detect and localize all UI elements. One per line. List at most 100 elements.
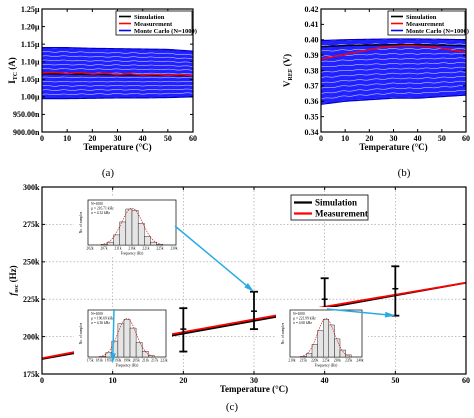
monte-carlo-run bbox=[321, 62, 466, 68]
series-line-measurement bbox=[41, 71, 194, 77]
monte-carlo-run bbox=[321, 57, 466, 62]
monte-carlo-run bbox=[42, 76, 193, 79]
inset-stat: σ = 4.36 kHz bbox=[91, 321, 110, 325]
monte-carlo-run bbox=[321, 82, 466, 91]
x-tick-label: 20 bbox=[365, 134, 373, 143]
y-tick-label: 1.05µ bbox=[21, 75, 40, 84]
monte-carlo-run bbox=[321, 85, 466, 94]
series-line-measurement bbox=[320, 44, 467, 60]
y-axis-label: VREF (V) bbox=[282, 54, 294, 87]
histogram-bar bbox=[113, 234, 120, 246]
inset-x-tick: 217k bbox=[151, 359, 158, 363]
monte-carlo-band bbox=[321, 38, 466, 105]
monte-carlo-run bbox=[42, 87, 193, 90]
monte-carlo-run bbox=[321, 79, 466, 87]
monte-carlo-run bbox=[42, 62, 193, 66]
monte-carlo-run bbox=[42, 61, 193, 65]
pointer-arrow bbox=[112, 308, 115, 359]
inset-x-tick: 210k bbox=[288, 359, 295, 363]
panel-label-b: (b) bbox=[398, 167, 411, 179]
histogram-bar bbox=[144, 236, 151, 246]
y-tick-label: 1.25µ bbox=[21, 5, 40, 14]
y-tick-label: 1.15µ bbox=[21, 40, 40, 49]
inset-x-tick: 225k bbox=[156, 247, 163, 251]
monte-carlo-run bbox=[321, 49, 466, 54]
inset-stat: N=1000 bbox=[91, 202, 103, 206]
histogram-bar bbox=[311, 344, 318, 358]
panel-b-chart: 0 10 20 30 40 50 60 0.34 0.35 0.36 0.37 0.38 0.39 0.4… bbox=[282, 5, 470, 152]
histogram-bar bbox=[345, 354, 352, 358]
x-tick-label: 10 bbox=[63, 134, 71, 143]
inset-x-label: Frequency (Hz) bbox=[315, 364, 338, 368]
histogram-bar bbox=[328, 324, 335, 358]
monte-carlo-run bbox=[42, 66, 193, 70]
monte-carlo-run bbox=[42, 64, 193, 67]
monte-carlo-run bbox=[42, 92, 193, 96]
inset-x-tick: 225k bbox=[322, 359, 329, 363]
monte-carlo-run bbox=[42, 91, 193, 94]
y-tick-label: 1.20µ bbox=[21, 22, 40, 31]
monte-carlo-lower-edge bbox=[321, 94, 466, 105]
inset-x-tick: 193k bbox=[114, 359, 121, 363]
monte-carlo-run bbox=[42, 68, 193, 71]
y-axis-label: ITC (A) bbox=[7, 57, 19, 84]
panel-label-c: (c) bbox=[226, 401, 239, 413]
pointer-arrow bbox=[326, 308, 391, 316]
histogram-bar bbox=[125, 208, 133, 246]
legend-entry: Simulation bbox=[134, 14, 165, 21]
legend-entry: Monte Carlo (N=1000) bbox=[134, 28, 197, 35]
pointer-arrow-head bbox=[244, 282, 254, 292]
y-tick-label: 950.00n bbox=[13, 110, 40, 119]
monte-carlo-run bbox=[42, 79, 193, 82]
x-axis-label: Temperature (°C) bbox=[220, 384, 288, 394]
x-tick-label: 20 bbox=[88, 134, 96, 143]
inset-x-label: Frequency (Hz) bbox=[121, 252, 144, 256]
monte-carlo-run bbox=[42, 86, 193, 88]
inset-stat: µ = 196.69 kHz bbox=[91, 317, 114, 321]
x-tick-label: 50 bbox=[391, 376, 399, 385]
panel-c-chart: 0 10 20 30 40 50 60 175k 200k 225k 250k 275k 300k Tem… bbox=[8, 183, 470, 394]
x-tick-label: 50 bbox=[438, 134, 446, 143]
monte-carlo-run bbox=[321, 74, 466, 82]
y-tick-label: 250k bbox=[23, 258, 40, 267]
y-tick-label: 175k bbox=[23, 370, 40, 379]
monte-carlo-run bbox=[321, 46, 466, 50]
legend-entry: Measurement bbox=[406, 21, 445, 28]
x-tick-label: 50 bbox=[164, 134, 172, 143]
x-tick-label: 0 bbox=[319, 134, 323, 143]
monte-carlo-run bbox=[321, 71, 466, 78]
monte-carlo-run bbox=[321, 68, 466, 75]
pointer-arrow bbox=[174, 225, 251, 290]
inset-x-tick: 230k bbox=[334, 359, 341, 363]
monte-carlo-run bbox=[42, 89, 193, 93]
y-tick-label: 0.41 bbox=[305, 20, 319, 29]
inset-x-tick: 211k bbox=[114, 247, 121, 251]
y-tick-label: 900.00n bbox=[13, 128, 40, 137]
x-tick-label: 40 bbox=[321, 376, 329, 385]
inset-stat: N=1000 bbox=[293, 312, 305, 316]
monte-carlo-run bbox=[42, 69, 193, 72]
monte-carlo-run bbox=[321, 60, 466, 66]
legend-entry: Simulation bbox=[315, 198, 357, 208]
inset-x-tick: 211k bbox=[142, 359, 149, 363]
monte-carlo-run bbox=[42, 55, 193, 60]
inset-x-tick: 199k bbox=[123, 359, 130, 363]
monte-carlo-run bbox=[42, 53, 193, 59]
x-tick-label: 60 bbox=[189, 134, 197, 143]
monte-carlo-run bbox=[42, 78, 193, 80]
monte-carlo-run bbox=[42, 56, 193, 61]
monte-carlo-run bbox=[42, 51, 193, 56]
legend-entry: Measurement bbox=[134, 21, 173, 28]
histogram-bar bbox=[148, 355, 155, 358]
histogram-bar bbox=[129, 327, 137, 358]
monte-carlo-run bbox=[321, 77, 466, 86]
monte-carlo-run bbox=[321, 91, 466, 102]
monte-carlo-run bbox=[42, 48, 193, 53]
y-tick-label: 275k bbox=[23, 220, 40, 229]
monte-carlo-run bbox=[42, 70, 193, 74]
monte-carlo-run bbox=[321, 66, 466, 73]
inset-x-tick: 220k bbox=[311, 359, 318, 363]
monte-carlo-run bbox=[42, 95, 193, 98]
